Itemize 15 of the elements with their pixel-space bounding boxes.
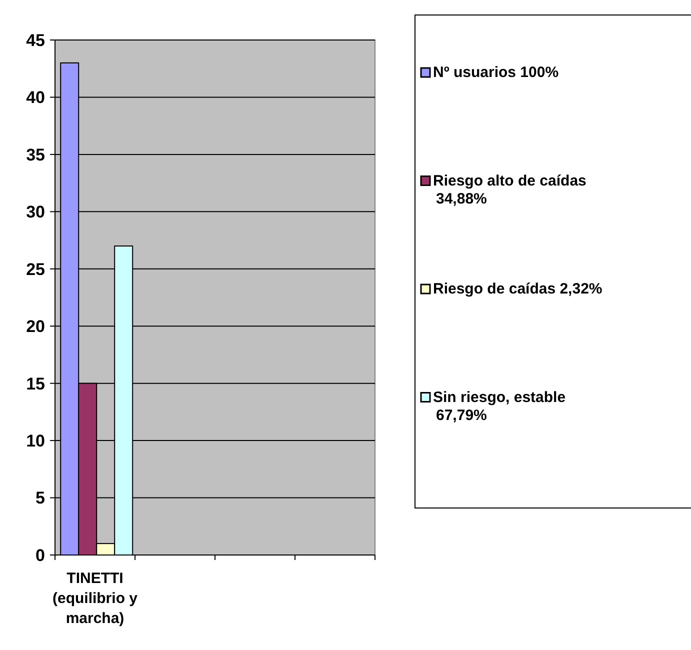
x-tick-label: TINETTI (equilibrio y marcha) (52, 570, 138, 627)
legend-label: Riesgo alto de caídas 34,88% (433, 172, 586, 208)
legend-label: Sin riesgo, estable 67,79% (433, 388, 566, 424)
y-tick-label: 45 (26, 30, 45, 50)
legend-label: Riesgo de caídas 2,32% (433, 280, 602, 298)
y-tick-label: 10 (26, 432, 45, 451)
y-tick-label: 35 (26, 145, 45, 164)
legend-label: Nº usuarios 100% (433, 64, 559, 81)
y-tick-label: 20 (26, 317, 45, 336)
y-tick-label: 30 (26, 202, 45, 222)
y-tick-label: 40 (26, 88, 45, 108)
y-tick-label: 5 (36, 488, 45, 508)
y-tick-label: 15 (26, 374, 45, 394)
y-tick-label: 25 (26, 260, 45, 279)
y-tick-label: 0 (36, 546, 45, 565)
